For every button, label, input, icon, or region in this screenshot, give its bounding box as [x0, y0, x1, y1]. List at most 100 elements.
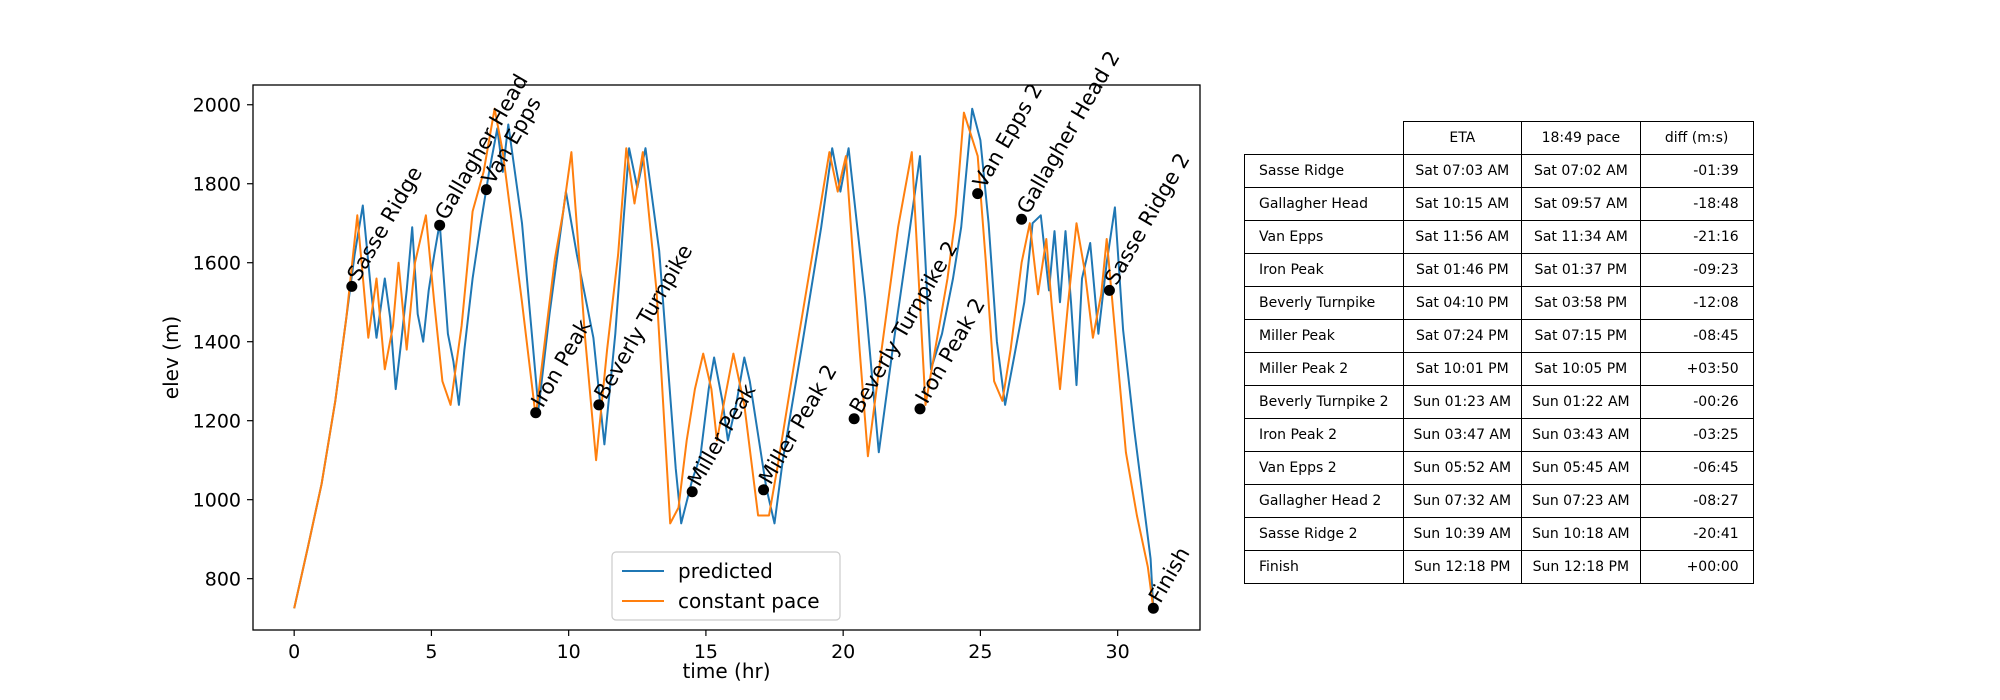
waypoint-marker: [480, 184, 492, 196]
waypoint-marker: [346, 280, 358, 292]
table-cell-diff: -20:41: [1639, 517, 1754, 551]
waypoint-label: Iron Peak: [526, 315, 596, 412]
table-cell-pace: Sat 10:05 PM: [1521, 352, 1641, 386]
table-cell-diff: -09:23: [1639, 253, 1754, 287]
waypoint-marker: [972, 188, 984, 200]
y-tick-label: 800: [205, 569, 241, 591]
table-cell-diff: +00:00: [1639, 550, 1754, 584]
table-cell-diff: +03:50: [1639, 352, 1754, 386]
table-cell-diff: -00:26: [1639, 385, 1754, 419]
table-row: Miller Peak 2 Sat 10:01 PM Sat 10:05 PM +03…: [1244, 352, 1754, 386]
legend: predicted constant pace: [611, 551, 841, 621]
x-tick-label: 0: [288, 641, 300, 663]
x-axis-label: time (hr): [682, 659, 770, 683]
table-header-pace: 18:49 pace: [1521, 121, 1641, 155]
table-cell-diff: -06:45: [1639, 451, 1754, 485]
y-tick-label: 2000: [193, 95, 241, 117]
x-tick-label: 25: [968, 641, 992, 663]
plot-lines: [293, 107, 1155, 609]
table-cell-diff: -12:08: [1639, 286, 1754, 320]
eta-table: ETA 18:49 pace diff (m:s) Sasse Ridge Sat…: [1244, 121, 1754, 584]
table-cell-eta: Sat 10:01 PM: [1402, 352, 1523, 386]
table-cell-pace: Sat 07:15 PM: [1521, 319, 1641, 353]
table-cell-pace: Sun 10:18 AM: [1521, 517, 1641, 551]
table-cell-eta: Sat 07:24 PM: [1402, 319, 1523, 353]
table-header-row: ETA 18:49 pace diff (m:s): [1245, 121, 1754, 155]
waypoint-label: Beverly Turnpike 2: [845, 237, 963, 417]
table-cell-name: Iron Peak 2: [1244, 418, 1404, 452]
table-cell-name: Finish: [1244, 550, 1404, 584]
x-tick-label: 5: [425, 641, 437, 663]
table-cell-diff: -08:45: [1639, 319, 1754, 353]
legend-label-constant-pace: constant pace: [678, 589, 820, 613]
table-cell-pace: Sun 12:18 PM: [1521, 550, 1641, 584]
table-row: Beverly Turnpike 2 Sun 01:23 AM Sun 01:22 …: [1244, 385, 1754, 419]
legend-box: [611, 551, 841, 621]
table-row: Gallagher Head 2 Sun 07:32 AM Sun 07:23 AM…: [1244, 484, 1754, 518]
waypoint-label: Gallagher Head 2: [1012, 47, 1125, 218]
table-cell-eta: Sun 01:23 AM: [1402, 385, 1523, 419]
table-cell-name: Beverly Turnpike: [1244, 286, 1404, 320]
table-row: Sasse Ridge 2 Sun 10:39 AM Sun 10:18 AM -20…: [1244, 517, 1754, 551]
table-cell-pace: Sun 03:43 AM: [1521, 418, 1641, 452]
plot-frame: [252, 84, 1201, 631]
x-tick-label: 30: [1106, 641, 1130, 663]
waypoint-marker: [848, 413, 860, 425]
table-cell-eta: Sat 04:10 PM: [1402, 286, 1523, 320]
table-cell-name: Gallagher Head: [1244, 187, 1404, 221]
table-cell-name: Miller Peak 2: [1244, 352, 1404, 386]
table-row: Van Epps 2 Sun 05:52 AM Sun 05:45 AM -06:45: [1244, 451, 1754, 485]
table-cell-eta: Sat 07:03 AM: [1402, 154, 1523, 188]
table-cell-name: Van Epps: [1244, 220, 1404, 254]
table-header-corner: [1245, 122, 1404, 155]
legend-label-predicted: predicted: [678, 559, 773, 583]
table-row: Finish Sun 12:18 PM Sun 12:18 PM +00:00: [1244, 550, 1754, 584]
y-tick-label: 1800: [193, 174, 241, 196]
table-row: Iron Peak Sat 01:46 PM Sat 01:37 PM -09:23: [1244, 253, 1754, 287]
table-cell-name: Miller Peak: [1244, 319, 1404, 353]
waypoint-marker: [758, 484, 770, 496]
x-tick-label: 20: [831, 641, 855, 663]
waypoint-marker: [434, 219, 446, 231]
table-cell-name: Iron Peak: [1244, 253, 1404, 287]
table-cell-eta: Sun 12:18 PM: [1402, 550, 1523, 584]
table-cell-eta: Sun 03:47 AM: [1402, 418, 1523, 452]
table-cell-diff: -03:25: [1639, 418, 1754, 452]
table-cell-eta: Sat 01:46 PM: [1402, 253, 1523, 287]
y-tick-label: 1000: [193, 490, 241, 512]
waypoint-marker: [593, 399, 605, 411]
y-axis-label: elev (m): [159, 316, 183, 399]
table-cell-pace: Sat 01:37 PM: [1521, 253, 1641, 287]
table-cell-eta: Sun 07:32 AM: [1402, 484, 1523, 518]
series-line-predicted: [293, 107, 1155, 609]
table-cell-eta: Sun 10:39 AM: [1402, 517, 1523, 551]
table-cell-pace: Sat 07:02 AM: [1521, 154, 1641, 188]
waypoint-marker: [1103, 284, 1115, 296]
x-tick-label: 10: [557, 641, 581, 663]
table-cell-name: Sasse Ridge 2: [1244, 517, 1404, 551]
table-cell-eta: Sat 11:56 AM: [1402, 220, 1523, 254]
y-tick-label: 1200: [193, 411, 241, 433]
x-tick-label: 15: [694, 641, 718, 663]
table-row: Miller Peak Sat 07:24 PM Sat 07:15 PM -08:4…: [1244, 319, 1754, 353]
x-axis: 0 5 10 15 20 25 30: [288, 630, 1130, 663]
table-cell-name: Beverly Turnpike 2: [1244, 385, 1404, 419]
waypoint-label: Beverly Turnpike: [589, 240, 697, 403]
y-tick-label: 1600: [193, 253, 241, 275]
table-cell-pace: Sun 01:22 AM: [1521, 385, 1641, 419]
table-cell-pace: Sun 07:23 AM: [1521, 484, 1641, 518]
waypoint-marker: [1147, 602, 1159, 614]
table-body: Sasse Ridge Sat 07:03 AM Sat 07:02 AM -01:3…: [1244, 154, 1754, 584]
waypoint-marker: [686, 486, 698, 498]
y-tick-label: 1400: [193, 332, 241, 354]
waypoint-marker: [914, 403, 926, 415]
table-cell-pace: Sat 03:58 PM: [1521, 286, 1641, 320]
table-cell-pace: Sat 09:57 AM: [1521, 187, 1641, 221]
waypoint-marker: [530, 407, 542, 419]
table-row: Beverly Turnpike Sat 04:10 PM Sat 03:58 PM…: [1244, 286, 1754, 320]
table-cell-diff: -18:48: [1639, 187, 1754, 221]
table-cell-name: Van Epps 2: [1244, 451, 1404, 485]
series-line-constant-pace: [293, 107, 1155, 609]
